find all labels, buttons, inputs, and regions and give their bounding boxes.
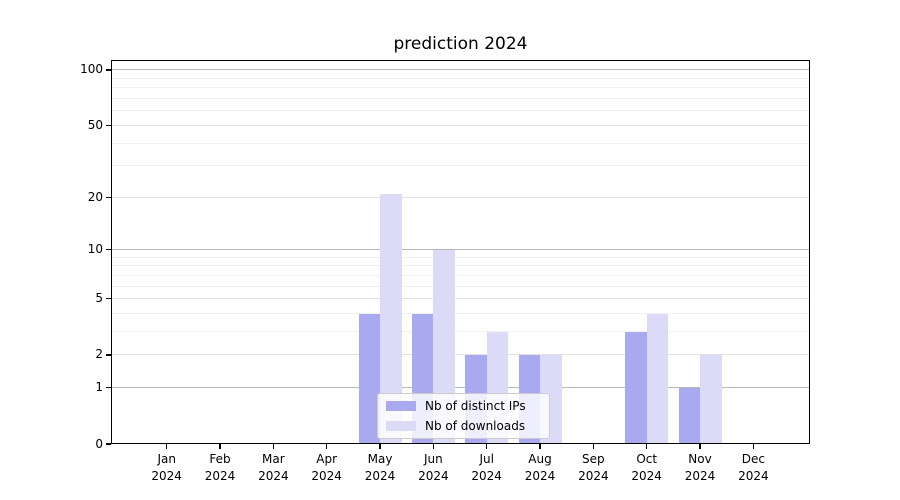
y-gridline [111,249,810,251]
x-axis-tick-label: Jul 2024 [471,452,502,483]
bar-nb-of-distinct-ips-oct [625,331,647,444]
y-axis-tick [106,196,111,198]
x-axis-tick-label: Sep 2024 [578,452,609,483]
y-axis-tick-label: 10 [87,242,103,257]
x-axis-tick-label: Dec 2024 [738,452,769,483]
x-axis-tick-label: May 2024 [364,452,396,483]
y-gridline [111,387,810,389]
y-axis-tick [106,298,111,300]
legend-label: Nb of downloads [425,418,526,433]
y-gridline-minor [111,285,810,287]
x-axis-tick-label: Aug 2024 [524,452,556,483]
legend-swatch-nb-of-distinct-ips [386,401,416,412]
x-axis-tick [379,444,381,449]
bar-nb-of-distinct-ips-nov [678,387,701,444]
y-axis-tick [106,124,111,126]
y-gridline [111,69,810,71]
x-axis-tick [432,444,434,449]
y-gridline-minor [111,77,810,79]
y-gridline-minor [111,142,810,144]
y-axis-tick-label: 20 [87,189,103,204]
y-gridline [111,196,810,198]
y-axis-tick [106,354,111,356]
x-axis-tick [646,444,648,449]
y-gridline-minor [111,110,810,112]
y-axis-tick-label: 2 [95,347,103,362]
y-axis-tick [106,249,111,251]
x-axis-tick-label: Jan 2024 [151,452,182,483]
y-gridline [111,124,810,126]
y-axis-tick [106,387,111,389]
bar-nb-of-downloads-may [380,193,402,444]
bar-nb-of-distinct-ips-may [358,313,381,444]
y-gridline-minor [111,98,810,100]
x-axis-tick [592,444,594,449]
y-gridline-minor [111,331,810,333]
y-gridline-minor [111,256,810,258]
legend-item: Nb of downloads [386,419,549,433]
x-axis-tick-label: Mar 2024 [258,452,289,483]
y-axis-tick-label: 100 [80,62,103,77]
legend-label: Nb of distinct IPs [425,399,526,414]
y-axis-tick-label: 50 [87,117,103,132]
legend: Nb of distinct IPs Nb of downloads [377,393,550,439]
x-axis-tick [486,444,488,449]
bar-nb-of-downloads-nov [700,354,722,444]
x-axis-tick [699,444,701,449]
y-gridline-minor [111,265,810,267]
bar-nb-of-downloads-oct [646,313,669,444]
legend-item: Nb of distinct IPs [386,399,549,413]
x-axis-tick-label: Feb 2024 [204,452,236,483]
y-axis-tick-label: 0 [95,436,103,451]
y-axis-tick [106,443,111,445]
y-gridline [111,354,810,356]
y-axis-tick-label: 1 [95,380,103,395]
y-gridline-minor [111,165,810,167]
x-axis-tick [272,444,274,449]
y-axis-tick [106,69,111,71]
x-axis-tick-label: Jun 2024 [418,452,449,483]
x-axis-tick [326,444,328,449]
y-gridline-minor [111,274,810,276]
legend-swatch-nb-of-downloads [386,420,416,431]
y-gridline-minor [111,87,810,89]
y-gridline-minor [111,313,810,315]
x-axis-tick [539,444,541,449]
x-axis-tick-label: Oct 2024 [631,452,662,483]
y-gridline [111,298,810,300]
x-axis-tick [752,444,754,449]
x-axis-tick-label: Nov 2024 [684,452,716,483]
x-axis-tick [219,444,221,449]
x-axis-tick [166,444,168,449]
y-axis-tick-label: 5 [95,291,103,306]
chart-title: prediction 2024 [393,34,528,54]
x-axis-tick-label: Apr 2024 [311,452,342,483]
